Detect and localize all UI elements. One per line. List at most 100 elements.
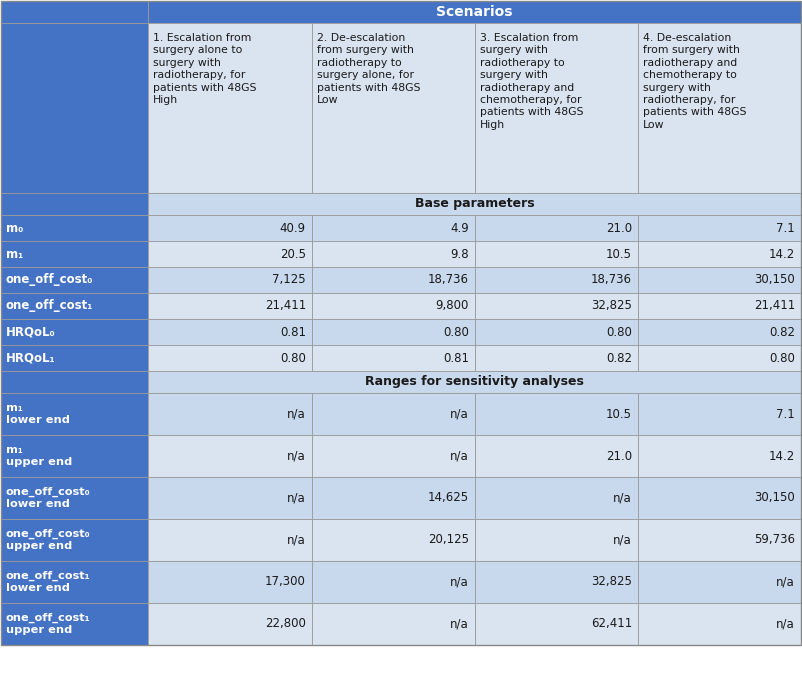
Bar	[312, 23, 475, 193]
Text: n/a: n/a	[287, 408, 306, 420]
Text: 7.1: 7.1	[776, 408, 794, 420]
Bar	[148, 23, 312, 193]
Bar	[312, 345, 475, 371]
Text: 0.80: 0.80	[280, 351, 306, 364]
Text: n/a: n/a	[287, 533, 306, 546]
Text: 0.80: 0.80	[768, 351, 794, 364]
Text: 7,125: 7,125	[272, 274, 306, 286]
Text: 21.0: 21.0	[606, 450, 631, 462]
Bar	[638, 215, 800, 241]
Bar	[1, 393, 148, 435]
Bar	[148, 393, 312, 435]
Text: 32,825: 32,825	[590, 299, 631, 313]
Bar	[148, 435, 312, 477]
Text: 59,736: 59,736	[753, 533, 794, 546]
Bar	[148, 215, 312, 241]
Text: 32,825: 32,825	[590, 575, 631, 588]
Text: n/a: n/a	[776, 575, 794, 588]
Text: n/a: n/a	[450, 617, 468, 630]
Text: 62,411: 62,411	[590, 617, 631, 630]
Bar	[1, 519, 148, 561]
Bar	[638, 435, 800, 477]
Bar	[475, 215, 638, 241]
Bar	[1, 23, 148, 193]
Text: 2. De-escalation
from surgery with
radiotherapy to
surgery alone, for
patients w: 2. De-escalation from surgery with radio…	[317, 33, 420, 105]
Text: n/a: n/a	[776, 617, 794, 630]
Bar	[1, 1, 148, 23]
Text: 18,736: 18,736	[590, 274, 631, 286]
Text: 0.80: 0.80	[606, 326, 631, 338]
Bar	[638, 603, 800, 645]
Bar	[1, 371, 148, 393]
Bar	[1, 293, 148, 319]
Bar	[1, 477, 148, 519]
Bar	[148, 319, 312, 345]
Text: Base parameters: Base parameters	[414, 198, 533, 211]
Bar	[475, 603, 638, 645]
Bar	[475, 519, 638, 561]
Bar	[148, 193, 800, 215]
Text: 20.5: 20.5	[280, 248, 306, 261]
Bar	[312, 603, 475, 645]
Text: 40.9: 40.9	[280, 221, 306, 234]
Text: one_off_cost₁
lower end: one_off_cost₁ lower end	[6, 571, 91, 593]
Bar	[475, 23, 638, 193]
Bar	[148, 241, 312, 267]
Bar	[1, 241, 148, 267]
Bar	[638, 293, 800, 319]
Text: m₁
upper end: m₁ upper end	[6, 445, 72, 467]
Bar	[638, 319, 800, 345]
Text: 3. Escalation from
surgery with
radiotherapy to
surgery with
radiotherapy and
ch: 3. Escalation from surgery with radiothe…	[480, 33, 583, 130]
Text: n/a: n/a	[613, 533, 631, 546]
Bar	[312, 477, 475, 519]
Bar	[312, 519, 475, 561]
Bar	[148, 345, 312, 371]
Bar	[312, 319, 475, 345]
Text: n/a: n/a	[450, 450, 468, 462]
Bar	[475, 477, 638, 519]
Bar	[312, 393, 475, 435]
Bar	[638, 345, 800, 371]
Bar	[475, 345, 638, 371]
Text: 0.82: 0.82	[768, 326, 794, 338]
Bar	[148, 1, 800, 23]
Bar	[475, 435, 638, 477]
Text: 4. De-escalation
from surgery with
radiotherapy and
chemotherapy to
surgery with: 4. De-escalation from surgery with radio…	[642, 33, 746, 130]
Text: n/a: n/a	[287, 492, 306, 504]
Bar	[148, 267, 312, 293]
Text: m₁
lower end: m₁ lower end	[6, 403, 70, 425]
Text: 1. Escalation from
surgery alone to
surgery with
radiotherapy, for
patients with: 1. Escalation from surgery alone to surg…	[153, 33, 256, 105]
Text: 21,411: 21,411	[753, 299, 794, 313]
Bar	[638, 561, 800, 603]
Text: Ranges for sensitivity analyses: Ranges for sensitivity analyses	[365, 376, 583, 389]
Bar	[475, 319, 638, 345]
Text: n/a: n/a	[613, 492, 631, 504]
Text: Scenarios: Scenarios	[435, 5, 512, 19]
Bar	[638, 267, 800, 293]
Text: one_off_cost₁: one_off_cost₁	[6, 299, 93, 313]
Bar	[1, 603, 148, 645]
Bar	[1, 561, 148, 603]
Text: 4.9: 4.9	[450, 221, 468, 234]
Text: one_off_cost₀
lower end: one_off_cost₀ lower end	[6, 487, 91, 509]
Text: 17,300: 17,300	[265, 575, 306, 588]
Text: 9.8: 9.8	[450, 248, 468, 261]
Bar	[312, 435, 475, 477]
Text: 0.80: 0.80	[443, 326, 468, 338]
Bar	[475, 561, 638, 603]
Bar	[475, 241, 638, 267]
Bar	[312, 293, 475, 319]
Text: HRQoL₀: HRQoL₀	[6, 326, 55, 338]
Bar	[312, 267, 475, 293]
Bar	[148, 477, 312, 519]
Bar	[148, 371, 800, 393]
Text: n/a: n/a	[450, 408, 468, 420]
Bar	[475, 267, 638, 293]
Bar	[638, 519, 800, 561]
Text: 0.81: 0.81	[280, 326, 306, 338]
Bar	[638, 241, 800, 267]
Bar	[1, 435, 148, 477]
Bar	[1, 345, 148, 371]
Text: HRQoL₁: HRQoL₁	[6, 351, 55, 364]
Text: 21,411: 21,411	[265, 299, 306, 313]
